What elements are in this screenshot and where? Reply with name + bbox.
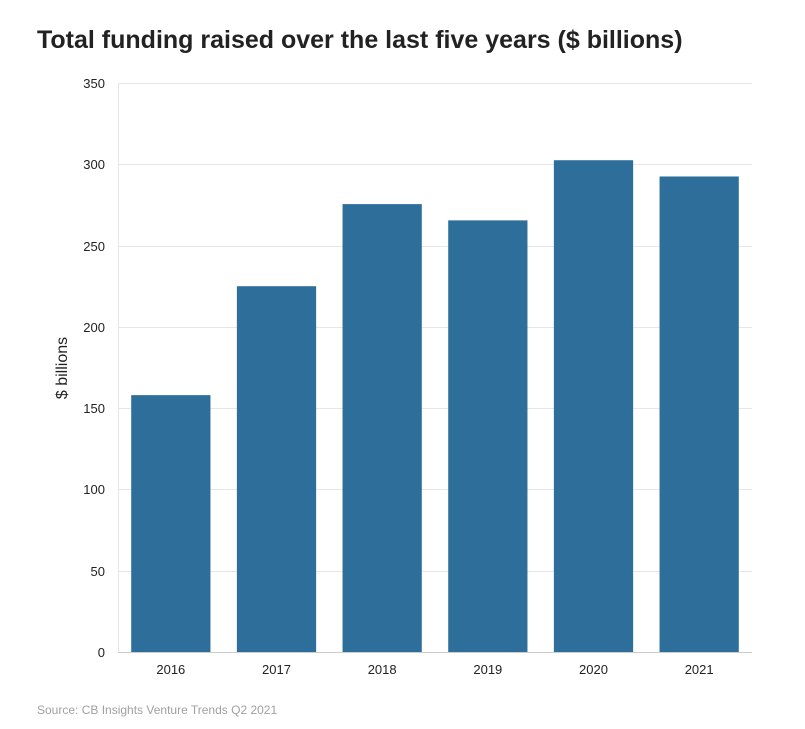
chart-title: Total funding raised over the last five … [37, 26, 683, 54]
x-tick-label: 2021 [685, 662, 714, 677]
y-tick-label: 150 [83, 401, 105, 416]
bar-2017 [236, 286, 317, 652]
y-tick-labels: 0 50 100 150 200 250 300 350 [83, 76, 105, 660]
y-tick-label: 300 [83, 157, 105, 172]
x-tick-label: 2016 [156, 662, 185, 677]
y-tick-label: 200 [83, 320, 105, 335]
y-axis-label: $ billions [54, 337, 71, 399]
gridlines [118, 83, 752, 572]
y-tick-label: 0 [98, 645, 105, 660]
bar-2016 [131, 395, 211, 652]
y-tick-label: 350 [83, 76, 105, 91]
bar-2019 [448, 220, 528, 652]
y-tick-label: 50 [91, 564, 105, 579]
axes [118, 83, 752, 653]
x-tick-label: 2018 [368, 662, 397, 677]
x-tick-labels: 2016 2017 2018 2019 2020 2021 [156, 662, 713, 677]
y-tick-label: 100 [83, 482, 105, 497]
bar-2018 [342, 204, 422, 652]
y-tick-label: 250 [83, 239, 105, 254]
bar-2021 [659, 176, 739, 652]
x-tick-label: 2020 [579, 662, 608, 677]
bars [131, 160, 739, 652]
x-tick-label: 2019 [473, 662, 502, 677]
source-note: Source: CB Insights Venture Trends Q2 20… [37, 703, 278, 717]
x-tick-label: 2017 [262, 662, 291, 677]
bar-2020 [553, 160, 634, 652]
